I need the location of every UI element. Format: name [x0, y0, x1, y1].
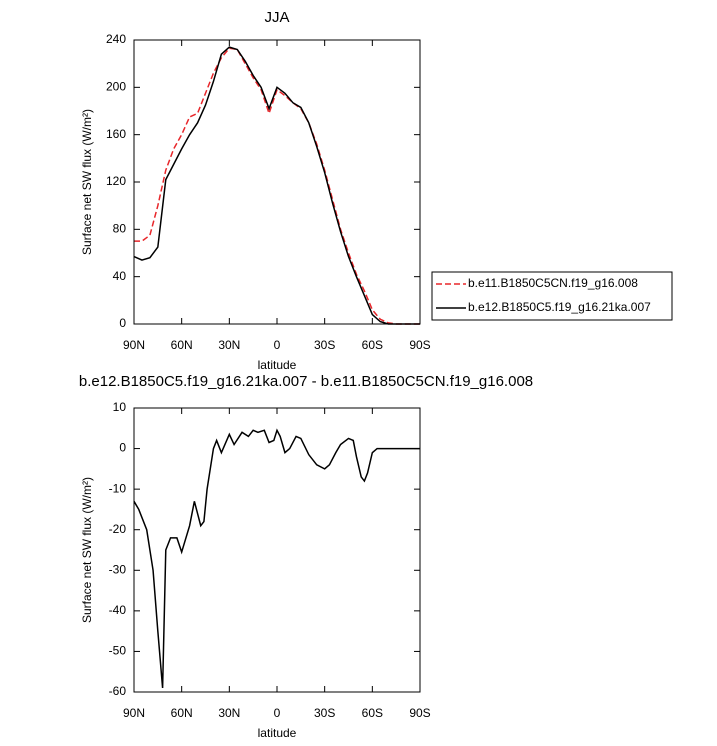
data-line	[133, 428, 420, 689]
data-line	[133, 46, 420, 325]
y-axis-label: Surface net SW flux (W/m²)	[80, 109, 94, 255]
x-tick-label: 60N	[171, 338, 193, 352]
x-tick-label: 0	[274, 706, 281, 720]
x-tick-label: 60S	[362, 338, 383, 352]
x-tick-label: 60S	[362, 706, 383, 720]
x-tick-label: 30S	[314, 706, 335, 720]
y-tick-label: 40	[113, 269, 127, 283]
data-line	[134, 47, 420, 325]
y-tick-label: 240	[106, 32, 126, 46]
x-tick-label: 0	[274, 338, 281, 352]
y-tick-label: -20	[109, 522, 127, 536]
legend-label: b.e12.B1850C5.f19_g16.21ka.007	[468, 300, 651, 314]
plot-frame	[133, 407, 421, 693]
y-tick-label: -60	[109, 684, 127, 698]
y-tick-label: -30	[109, 562, 127, 576]
x-tick-label: 30N	[218, 706, 240, 720]
y-tick-label: 160	[106, 127, 126, 141]
chart-title: JJA	[264, 9, 289, 26]
x-tick-label: 90N	[123, 706, 145, 720]
x-axis-label: latitude	[258, 726, 297, 740]
chart-title: b.e12.B1850C5.f19_g16.21ka.007 - b.e11.B…	[79, 373, 533, 390]
legend-label: b.e11.B1850C5CN.f19_g16.008	[468, 276, 638, 290]
y-tick-label: -50	[109, 644, 127, 658]
x-tick-label: 90S	[409, 706, 430, 720]
x-tick-label: 30S	[314, 338, 335, 352]
x-axis-label: latitude	[258, 358, 297, 372]
x-tick-label: 90S	[409, 338, 430, 352]
y-tick-label: 0	[119, 316, 126, 330]
plot-frame	[133, 39, 421, 325]
legend-box	[431, 271, 673, 321]
y-tick-label: -10	[109, 481, 127, 495]
y-axis-label: Surface net SW flux (W/m²)	[80, 477, 94, 623]
y-tick-label: 10	[113, 400, 127, 414]
y-tick-label: 0	[119, 441, 126, 455]
x-tick-label: 60N	[171, 706, 193, 720]
y-tick-label: 80	[113, 222, 127, 236]
y-tick-label: 200	[106, 80, 126, 94]
x-tick-label: 30N	[218, 338, 240, 352]
y-tick-label: 120	[106, 174, 126, 188]
x-tick-label: 90N	[123, 338, 145, 352]
y-tick-label: -40	[109, 603, 127, 617]
